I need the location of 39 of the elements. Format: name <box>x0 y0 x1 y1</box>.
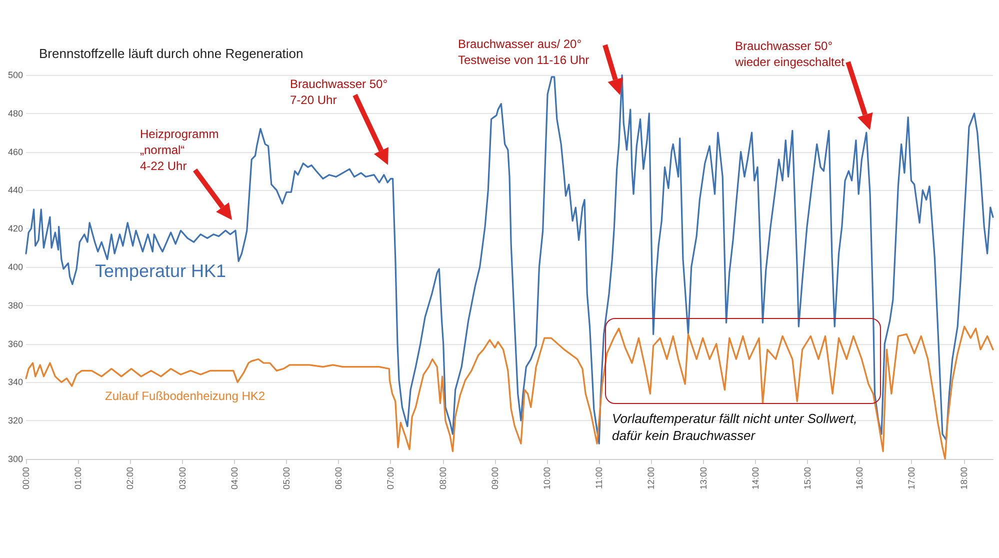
x-tick-label: 14:00 <box>750 467 760 490</box>
y-tick-label: 380 <box>8 300 23 310</box>
series-label: Temperatur HK1 <box>95 261 226 281</box>
x-tick-label: 07:00 <box>386 467 396 490</box>
x-tick-label: 12:00 <box>646 467 656 490</box>
x-tick-label: 04:00 <box>229 467 240 490</box>
x-tick-label: 13:00 <box>698 467 708 490</box>
x-tick-label: 00:00 <box>21 467 31 490</box>
annotation: Heizprogramm „normal“ 4-22 Uhr <box>140 127 219 173</box>
x-tick-label: 03:00 <box>177 467 188 490</box>
x-tick-label: 10:00 <box>542 467 552 490</box>
annotation: Brauchwasser 50° 7-20 Uhr <box>290 77 388 107</box>
annotation: Vorlauftemperatur fällt nicht unter Sollwert, dafür kein Brauchwasser <box>612 411 858 443</box>
x-tick-label: 17:00 <box>906 467 917 490</box>
x-tick-label: 15:00 <box>802 467 813 490</box>
y-tick-label: 460 <box>8 146 23 157</box>
x-tick-label: 05:00 <box>282 467 292 490</box>
x-tick-label: 09:00 <box>490 467 500 490</box>
y-tick-label: 500 <box>8 70 23 80</box>
series-label: Zulauf Fußbodenheizung HK2 <box>105 389 266 403</box>
line-series <box>25 74 994 444</box>
text: Brauchwasser 50° wieder eingeschaltet <box>734 39 846 69</box>
chart-title: Brennstoffzelle läuft durch ohne Regeneration <box>39 46 304 61</box>
x-tick-label: 08:00 <box>438 467 448 490</box>
y-tick-label: 480 <box>8 108 23 118</box>
y-tick-label: 400 <box>8 262 23 272</box>
y-tick-label: 420 <box>8 224 23 234</box>
y-tick-label: 300 <box>8 454 23 464</box>
x-tick-label: 01:00 <box>73 467 84 490</box>
text: Brauchwasser aus/ 20° Testweise von 11-16 Uhr <box>458 37 590 67</box>
x-tick-label: 18:00 <box>958 467 969 490</box>
y-tick-label: 340 <box>8 377 23 388</box>
y-tick-label: 360 <box>8 338 23 349</box>
x-tick-label: 11:00 <box>594 467 604 489</box>
y-tick-label: 320 <box>8 416 23 426</box>
x-tick-label: 16:00 <box>854 467 865 490</box>
x-tick-label: 02:00 <box>125 467 136 490</box>
y-tick-label: 440 <box>8 185 23 196</box>
x-tick-label: 06:00 <box>334 467 344 490</box>
